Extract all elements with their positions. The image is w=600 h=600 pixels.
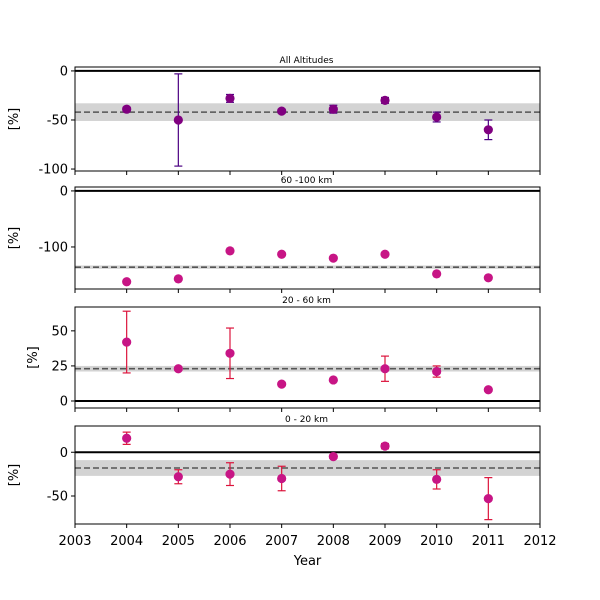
y-axis-label: [%] xyxy=(26,346,41,369)
data-point xyxy=(483,273,493,283)
y-tick-label: -50 xyxy=(47,490,68,505)
panel-3: 2003 2004 2005 2006 2007 2008 2009 2010 2011 2012… xyxy=(7,415,557,549)
y-tick-label: 50 xyxy=(51,324,68,339)
data-point xyxy=(225,348,235,358)
data-point xyxy=(380,364,390,374)
data-point xyxy=(277,249,287,259)
y-tick-label: 0 xyxy=(60,394,68,409)
data-point xyxy=(328,104,338,114)
mean-uncertainty-band xyxy=(75,365,540,372)
data-point xyxy=(173,274,183,284)
data-point xyxy=(483,385,493,395)
data-point xyxy=(328,375,338,385)
data-point xyxy=(380,95,390,105)
data-point xyxy=(173,364,183,374)
x-tick-label: 2012 xyxy=(523,534,556,549)
x-tick-label: 2009 xyxy=(368,534,401,549)
mean-uncertainty-band xyxy=(75,460,540,476)
data-point xyxy=(380,441,390,451)
data-point xyxy=(380,249,390,259)
y-axis-label: [%] xyxy=(7,227,22,250)
data-point xyxy=(173,472,183,482)
x-tick-label: 2011 xyxy=(472,534,505,549)
mean-uncertainty-band xyxy=(75,265,540,269)
x-tick-label: 2006 xyxy=(213,534,246,549)
y-tick-label: 0 xyxy=(60,446,68,461)
data-point xyxy=(122,277,132,287)
data-point xyxy=(432,112,442,122)
y-tick-label: -100 xyxy=(38,240,68,255)
panel-0: 0 -50 -100 All Altitudes [%] xyxy=(7,56,541,178)
y-tick-label: -50 xyxy=(47,113,68,128)
axes-frame xyxy=(74,306,541,409)
x-tick-label: 2010 xyxy=(420,534,453,549)
data-point xyxy=(225,93,235,103)
y-tick-label: 25 xyxy=(51,359,68,374)
panel-title: All Altitudes xyxy=(280,56,334,66)
data-point xyxy=(225,469,235,479)
axes-frame xyxy=(74,425,541,525)
data-point xyxy=(277,379,287,389)
panel-2: 50 25 0 20 - 60 km [%] xyxy=(26,296,541,412)
data-point xyxy=(122,337,132,347)
x-tick-label: 2007 xyxy=(265,534,298,549)
data-point xyxy=(277,106,287,116)
data-point xyxy=(432,474,442,484)
y-tick-label: 0 xyxy=(60,64,68,79)
data-point xyxy=(432,269,442,279)
y-axis-label: [%] xyxy=(7,464,22,487)
x-tick-label: 2003 xyxy=(58,534,91,549)
panel-title: 0 - 20 km xyxy=(285,415,328,425)
data-point xyxy=(328,452,338,462)
data-point xyxy=(277,473,287,484)
data-point xyxy=(225,246,235,256)
panel-1: 0 -100 60 -100 km [%] xyxy=(7,176,541,293)
data-point xyxy=(122,104,132,114)
data-point xyxy=(483,125,493,135)
y-tick-label: 0 xyxy=(60,184,68,199)
data-point xyxy=(328,253,338,263)
panel-title: 60 -100 km xyxy=(281,176,333,186)
x-tick-label: 2004 xyxy=(110,534,143,549)
data-point xyxy=(122,433,132,443)
y-axis-label: [%] xyxy=(7,108,22,131)
x-tick-label: 2005 xyxy=(162,534,195,549)
axes-frame xyxy=(74,186,541,290)
data-point xyxy=(432,366,442,377)
data-point xyxy=(483,494,493,504)
y-tick-label: -100 xyxy=(38,163,68,178)
x-axis-label: Year xyxy=(293,554,322,569)
panel-title: 20 - 60 km xyxy=(282,296,331,306)
axes-frame xyxy=(74,66,541,172)
data-point xyxy=(173,115,183,125)
x-tick-label: 2008 xyxy=(317,534,350,549)
mean-uncertainty-band xyxy=(75,103,540,121)
